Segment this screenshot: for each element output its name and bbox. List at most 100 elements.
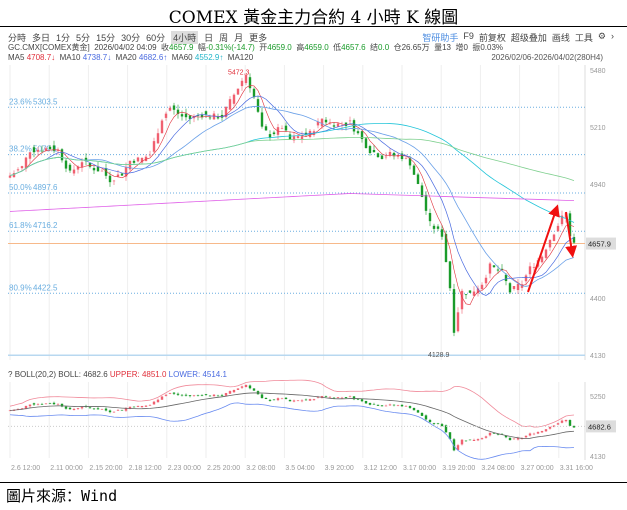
candle-body [324, 119, 328, 123]
period-tab-6[interactable]: 60分 [146, 32, 166, 43]
candle-body [40, 150, 44, 152]
candle-body [400, 153, 404, 160]
candle-body [460, 290, 464, 310]
candle-body [408, 406, 412, 408]
period-tab-5[interactable]: 30分 [121, 32, 141, 43]
candle-body [148, 154, 152, 156]
candle-body [336, 123, 340, 127]
candle-body [412, 165, 416, 175]
candle-body [52, 402, 56, 405]
last-price-label: 4657.9 [588, 240, 611, 249]
candle-body [196, 115, 200, 116]
candle-body [228, 99, 232, 110]
candle-body [284, 125, 288, 131]
candle-body [92, 168, 96, 171]
settle-label: 结 [370, 43, 379, 52]
ma10-label: MA10 [59, 53, 81, 62]
oi-label: 仓 [393, 43, 402, 52]
toolbar-tool-0[interactable]: 智研助手 [422, 32, 459, 43]
candle-body [496, 434, 500, 435]
candle-body [132, 406, 136, 408]
open-label: 开 [259, 43, 268, 52]
toolbar-tool-1[interactable]: F9 [463, 30, 474, 41]
candle-body [476, 439, 480, 441]
candle-body [192, 395, 196, 396]
candle-body [120, 409, 124, 411]
candle-body [368, 402, 372, 405]
candle-body [528, 266, 532, 275]
period-tab-0[interactable]: 分時 [8, 32, 27, 43]
candle-body [436, 226, 440, 229]
candle-body [500, 268, 504, 270]
candle-body [32, 403, 36, 405]
candle-body [324, 396, 328, 397]
kline-chart[interactable]: 2.6 12:00 2.11 00:00 2.15 20:00 2.18 12:00 2… [0, 0, 627, 480]
toolbar-tool-5[interactable]: 工具 [574, 32, 593, 43]
period-tab-10[interactable]: 月 [234, 32, 244, 43]
fib-pct: 61.8% [9, 221, 32, 230]
toolbar-right: 智研助手 F9 前复权 超级叠加 画线 工具 ⚙ › [422, 31, 619, 44]
candle-body [524, 435, 528, 438]
candle-body [364, 138, 368, 149]
candle-body [376, 404, 380, 406]
candle-body [104, 408, 108, 411]
help-icon[interactable]: ? [8, 370, 13, 379]
candle-body [116, 410, 120, 411]
boll-y-tick: 5250 [590, 394, 606, 401]
fib-pct: 23.6% [9, 97, 32, 106]
candle-body [492, 433, 496, 434]
ma20-line [9, 105, 575, 287]
period-tab-7[interactable]: 4小時 [171, 30, 199, 44]
candle-body [480, 284, 484, 290]
candle-body [208, 117, 212, 119]
candle-body [188, 395, 192, 397]
candle-body [416, 174, 420, 184]
candle-body [168, 107, 172, 111]
x-tick-label: 3.2 08:00 [246, 465, 275, 472]
candle-body [372, 403, 376, 405]
candle-body [468, 439, 472, 441]
boll-last-box [586, 420, 616, 433]
period-tab-9[interactable]: 周 [219, 32, 229, 43]
ma60-label: MA60 [171, 53, 193, 62]
candle-body [540, 256, 544, 263]
x-tick-label: 3.12 12:00 [364, 465, 397, 472]
boll-upper-value: 4851.0 [141, 370, 167, 379]
candle-body [124, 408, 128, 411]
candle-body [20, 408, 24, 409]
toolbar-tool-3[interactable]: 超级叠加 [510, 32, 547, 43]
close-value: 4657.9 [168, 43, 194, 52]
candle-body [256, 99, 260, 112]
period-tab-1[interactable]: 多日 [32, 32, 51, 43]
candle-body [40, 404, 44, 405]
candle-body [28, 404, 32, 407]
candle-body [136, 405, 140, 407]
candle-body [68, 407, 72, 410]
x-tick-label: 2.23 00:00 [168, 465, 201, 472]
period-tab-8[interactable]: 日 [204, 32, 214, 43]
candle-body [572, 426, 576, 428]
candle-body [220, 395, 224, 396]
period-tab-4[interactable]: 15分 [96, 32, 116, 43]
amp-label: 振 [472, 43, 481, 52]
y-tick-label: 4940 [590, 182, 606, 189]
candle-body [408, 158, 412, 166]
candle-body [136, 157, 140, 162]
candle-body [216, 395, 220, 397]
boll-last-label: 4682.6 [588, 422, 611, 431]
candle-body [568, 420, 572, 426]
candle-body [560, 215, 564, 225]
toolbar-tool-7[interactable]: › [611, 30, 614, 41]
period-tab-3[interactable]: 5分 [76, 32, 91, 43]
period-tab-2[interactable]: 1分 [56, 32, 71, 43]
candle-body [360, 131, 364, 140]
candle-body [544, 429, 548, 432]
period-tab-11[interactable]: 更多 [249, 32, 268, 43]
candle-body [552, 234, 556, 241]
candle-body [156, 133, 160, 144]
ma120-label: MA120 [227, 53, 254, 62]
toolbar-tool-4[interactable]: 画线 [551, 32, 570, 43]
toolbar-tool-6[interactable]: ⚙ [597, 30, 606, 41]
candle-body [272, 132, 276, 135]
toolbar-tool-2[interactable]: 前复权 [478, 32, 506, 43]
